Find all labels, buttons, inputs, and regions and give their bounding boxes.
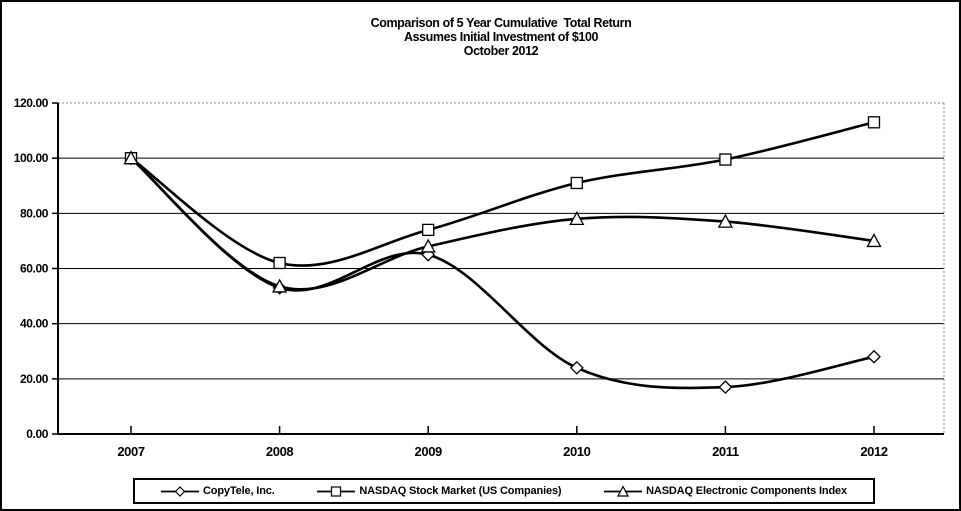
data-point-diamond-2010 [569, 360, 584, 375]
y-tick-label-60: 60.00 [20, 262, 49, 276]
triangle-series-marker-icon [604, 484, 643, 497]
data-point-diamond-2009 [421, 247, 436, 262]
series-line-square [130, 121, 875, 267]
x-tick-label-2011: 2011 [712, 444, 739, 459]
y-tick-label-0: 0.00 [26, 427, 48, 441]
data-point-triangle-2008 [272, 278, 288, 293]
chart-date: October 2012 [463, 44, 539, 58]
data-point-square-2012 [867, 116, 881, 129]
x-tick-label-2007: 2007 [117, 444, 144, 459]
square-series-marker-icon [317, 485, 356, 497]
data-point-square-2009 [422, 223, 435, 237]
chart-title: Comparison of 5 Year Cumulative Total Re… [370, 16, 632, 30]
data-point-diamond-2012 [867, 349, 881, 364]
x-tick-label-2008: 2008 [266, 444, 293, 459]
y-tick-label-120: 120.00 [14, 96, 49, 110]
x-tick-label-2009: 2009 [415, 444, 442, 459]
data-point-triangle-2009 [420, 238, 436, 253]
data-point-diamond-2011 [718, 380, 733, 395]
data-point-triangle-2011 [717, 213, 733, 228]
series-line-triangle [130, 157, 875, 291]
series-line-diamond [130, 157, 875, 390]
y-tick-label-80: 80.00 [20, 206, 49, 220]
legend-entry-nasdaq-stock: NASDAQ Stock Market (US Companies) [317, 485, 562, 498]
data-point-triangle-2007 [123, 150, 139, 165]
x-tick-label-2010: 2010 [563, 444, 590, 459]
x-tick-label-2012: 2012 [860, 444, 887, 459]
y-tick-label-40: 40.00 [20, 317, 49, 331]
y-tick-label-100: 100.00 [14, 151, 49, 165]
diamond-series-marker-icon [161, 485, 199, 497]
chart-legend: CopyTele, Inc. NASDAQ Stock Market (US C… [133, 478, 875, 504]
data-point-triangle-2010 [569, 210, 585, 225]
chart-title-block: Comparison of 5 Year Cumulative Total Re… [58, 16, 944, 58]
legend-label-nasdaq-electronics: NASDAQ Electronic Components Index [646, 485, 847, 497]
data-point-square-2011 [719, 153, 732, 166]
y-tick-label-20: 20.00 [20, 372, 49, 386]
legend-entry-copytele: CopyTele, Inc. [161, 485, 275, 498]
legend-entry-nasdaq-electronics: NASDAQ Electronic Components Index [604, 484, 847, 498]
data-point-square-2008 [273, 256, 286, 270]
data-point-triangle-2012 [866, 233, 882, 248]
data-point-square-2010 [570, 176, 583, 190]
legend-label-nasdaq-stock: NASDAQ Stock Market (US Companies) [359, 485, 562, 497]
legend-label-copytele: CopyTele, Inc. [203, 485, 275, 497]
chart-subtitle: Assumes Initial Investment of $100 [403, 30, 599, 44]
